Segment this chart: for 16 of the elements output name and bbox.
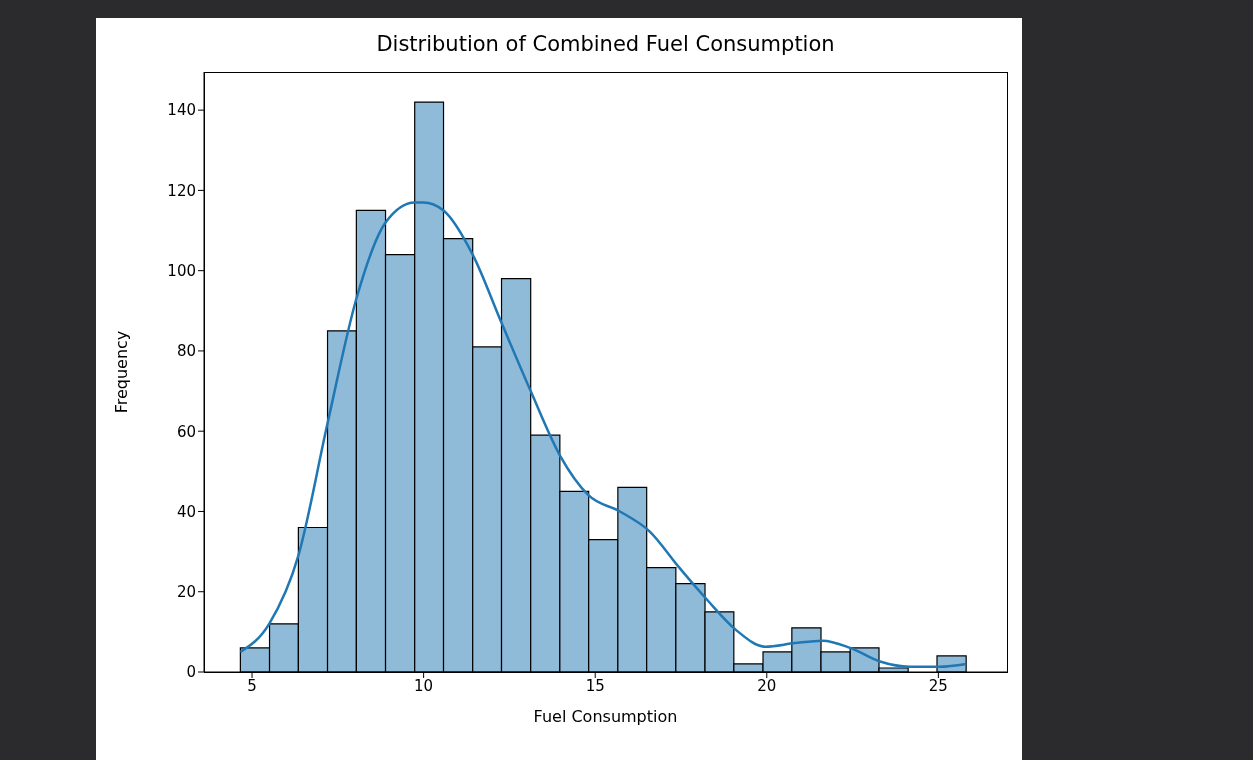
y-tick-label: 60	[176, 422, 196, 441]
x-tick-label: 10	[414, 676, 434, 695]
y-tick-label: 120	[167, 181, 196, 200]
y-tick-label: 100	[167, 261, 196, 280]
chart-title: Distribution of Combined Fuel Consumption	[375, 32, 836, 56]
y-tick-label: 80	[176, 342, 196, 361]
x-tick-label: 25	[928, 676, 948, 695]
y-tick-label: 0	[186, 663, 196, 682]
x-axis-title: Fuel Consumption	[533, 707, 678, 726]
y-axis-title: Frequency	[111, 330, 131, 414]
y-tick-label: 40	[176, 502, 196, 521]
x-tick-label: 15	[585, 676, 605, 695]
y-tick-label: 20	[176, 583, 196, 602]
y-tick-label: 140	[167, 101, 196, 120]
x-tick-label: 20	[757, 676, 777, 695]
x-tick-label: 5	[247, 676, 257, 695]
